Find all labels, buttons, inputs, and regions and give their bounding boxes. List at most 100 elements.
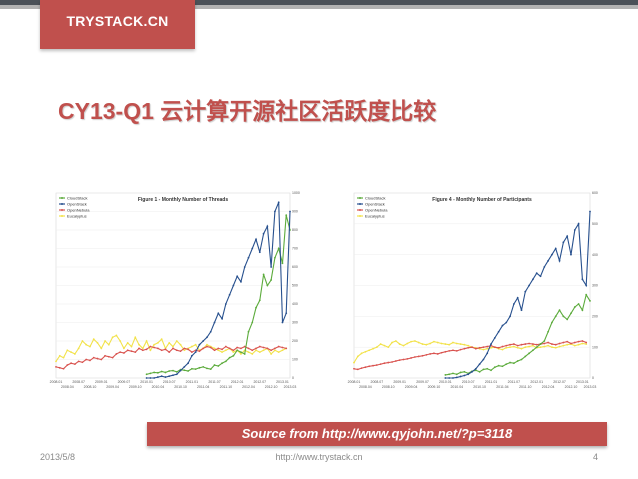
data-point [66,364,69,366]
data-point [585,343,588,345]
data-point [251,349,254,352]
data-point [455,349,458,352]
data-point [217,347,220,350]
data-point [467,373,470,376]
data-point [516,344,519,347]
x-tick-label: 2012.07 [253,380,266,384]
data-point [145,373,148,376]
data-point [474,347,477,350]
slide-title: CY13-Q1 云计算开源社区活跃度比较 [58,98,437,124]
x-tick-label: 2013.03 [584,385,597,389]
data-point [145,377,148,379]
data-point [190,351,193,353]
data-point [96,357,99,360]
data-point [243,266,246,268]
data-point [247,330,250,333]
data-point [183,349,186,352]
data-point [551,343,553,345]
data-point [467,346,470,349]
data-point [455,376,458,379]
data-point [157,376,159,378]
data-point [360,367,363,370]
data-point [160,338,163,341]
data-point [512,343,515,345]
data-point [360,352,363,355]
data-point [471,346,473,349]
data-point [490,346,492,349]
data-point [589,300,591,302]
data-point [372,347,374,350]
data-point [228,293,231,296]
data-point [558,259,561,262]
data-point [224,303,227,305]
data-point [535,272,538,275]
x-tick-label: 2009.04 [106,385,119,389]
data-point [73,363,76,366]
x-tick-label: 2012.04 [542,385,555,389]
brand-text: TRYSTACK.CN [66,13,169,29]
data-point [194,368,197,371]
x-tick-label: 2009.10 [129,385,142,389]
page-number: 4 [593,452,599,462]
x-tick-label: 2011.01 [485,380,497,384]
legend-label: Eucalyptus [67,213,87,218]
data-point [417,341,420,344]
data-point [452,377,454,379]
data-point [104,340,106,342]
data-point [383,362,386,365]
data-point [520,309,523,312]
data-point [463,343,466,346]
data-point [566,318,569,321]
data-point [387,361,390,364]
data-point [187,362,189,365]
data-point [524,343,527,345]
data-point [221,351,223,353]
data-point [417,355,420,358]
data-point [573,229,576,231]
data-point [444,350,447,353]
data-point [512,362,515,365]
data-point [581,278,584,281]
data-point [410,340,412,343]
data-point [379,363,382,366]
data-point [429,353,432,355]
data-point [96,341,99,344]
data-point [543,340,546,342]
data-point [486,345,489,348]
data-point [153,371,156,374]
data-point [183,347,186,350]
data-point [532,278,534,281]
data-point [153,346,156,349]
data-point [425,353,428,356]
y-tick-label: 0 [292,376,294,380]
data-point [149,349,152,352]
data-point [243,353,246,355]
data-point [433,340,435,343]
data-point [55,366,57,368]
data-point [532,343,534,345]
data-point [353,361,355,364]
data-point [198,350,201,353]
data-point [153,377,156,379]
data-point [478,346,481,349]
data-point [528,342,530,345]
data-point [471,370,473,373]
data-point [573,344,576,347]
data-point [581,342,584,345]
threads-chart: 1000 900 800 700 600 500 400 300 200 100 0 2008.01 2… [38,185,306,398]
data-point [89,345,91,348]
data-point [394,340,397,342]
data-point [493,346,496,349]
data-point [486,347,489,350]
data-point [202,340,205,342]
data-point [172,369,174,372]
legend-marker [61,203,63,205]
x-tick-label: 2009.04 [405,385,418,389]
chart-title: Figure 4 - Monthly Number of Participant… [432,197,532,203]
data-point [285,347,288,350]
data-point [266,225,269,228]
x-tick-label: 2011.07 [208,380,220,384]
data-point [543,345,546,348]
data-point [501,348,504,351]
x-tick-label: 2009.01 [393,380,406,384]
